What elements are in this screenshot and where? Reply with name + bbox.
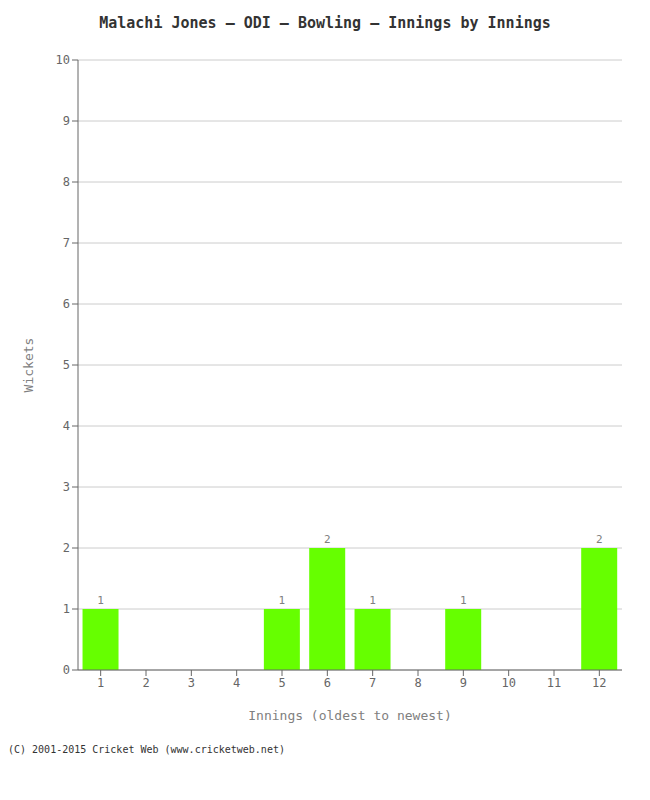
svg-text:2: 2 xyxy=(596,533,603,546)
svg-text:4: 4 xyxy=(63,419,70,433)
svg-text:1: 1 xyxy=(279,594,286,607)
svg-text:2: 2 xyxy=(324,533,331,546)
svg-text:2: 2 xyxy=(142,676,149,690)
svg-text:4: 4 xyxy=(233,676,240,690)
svg-text:6: 6 xyxy=(63,297,70,311)
svg-text:10: 10 xyxy=(501,676,515,690)
svg-text:9: 9 xyxy=(63,114,70,128)
svg-text:1: 1 xyxy=(97,676,104,690)
svg-text:11: 11 xyxy=(547,676,561,690)
svg-text:1: 1 xyxy=(63,602,70,616)
svg-text:3: 3 xyxy=(63,480,70,494)
svg-text:12: 12 xyxy=(592,676,606,690)
svg-text:7: 7 xyxy=(63,236,70,250)
html-text:Malachi Jones – ODI – Bowling: Malachi Jones – ODI – Bowling – Innings … xyxy=(99,14,551,32)
svg-text:2: 2 xyxy=(63,541,70,555)
svg-text:7: 7 xyxy=(369,676,376,690)
svg-text:8: 8 xyxy=(63,175,70,189)
html-text:(C) 2001-2015 Cricket Web (www: (C) 2001-2015 Cricket Web (www.cricketwe… xyxy=(8,744,285,755)
svg-text:5: 5 xyxy=(63,358,70,372)
svg-text:1: 1 xyxy=(460,594,467,607)
svg-text:8: 8 xyxy=(414,676,421,690)
svg-text:0: 0 xyxy=(63,663,70,677)
svg-text:10: 10 xyxy=(56,53,70,67)
svg-text:3: 3 xyxy=(188,676,195,690)
svg-text:1: 1 xyxy=(97,594,104,607)
svg-text:5: 5 xyxy=(278,676,285,690)
svg-text:6: 6 xyxy=(324,676,331,690)
svg-text:Innings (oldest to newest): Innings (oldest to newest) xyxy=(248,708,452,723)
svg-text:1: 1 xyxy=(369,594,376,607)
svg-text:Wickets: Wickets xyxy=(21,338,36,393)
svg-text:9: 9 xyxy=(460,676,467,690)
